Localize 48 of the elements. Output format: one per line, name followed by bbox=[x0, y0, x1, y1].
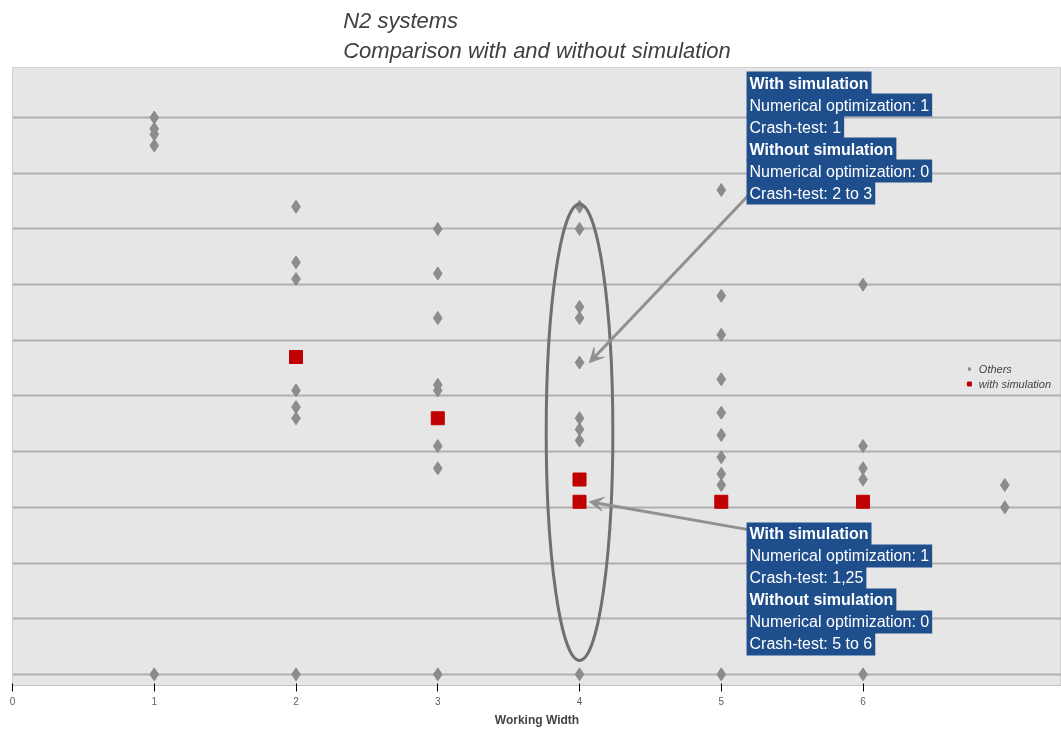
point bbox=[716, 450, 727, 465]
x-tick-label: 1 bbox=[151, 695, 158, 707]
point bbox=[430, 411, 445, 426]
point bbox=[574, 667, 585, 682]
x-tick-label: 4 bbox=[576, 695, 583, 707]
x-axis-title: Working Width bbox=[494, 712, 580, 727]
point bbox=[432, 667, 443, 682]
point bbox=[574, 411, 585, 426]
annotation: With simulation Numerical optimization: 1 Crash-test: 1,25 Without simulation Numerical optimization: 0 Crash-test: 5 to 6 bbox=[749, 525, 930, 653]
point bbox=[716, 667, 727, 682]
point bbox=[432, 311, 443, 326]
point bbox=[574, 311, 585, 326]
point bbox=[574, 221, 585, 236]
point bbox=[572, 472, 587, 487]
point bbox=[574, 433, 585, 448]
point bbox=[716, 372, 727, 387]
point bbox=[574, 422, 585, 437]
point bbox=[999, 478, 1010, 493]
point bbox=[574, 299, 585, 314]
point bbox=[149, 667, 160, 682]
point bbox=[716, 327, 727, 342]
point bbox=[432, 439, 443, 454]
point bbox=[716, 405, 727, 420]
x-tick-label: 0 bbox=[9, 695, 16, 707]
point bbox=[856, 494, 871, 509]
point bbox=[432, 221, 443, 236]
point bbox=[999, 500, 1010, 515]
point bbox=[149, 138, 160, 153]
legend-label: with simulation bbox=[978, 377, 1051, 390]
point bbox=[714, 494, 729, 509]
x-tick-label: 5 bbox=[718, 695, 725, 707]
chart-title: N2 systems Comparison with and without simulation bbox=[343, 7, 731, 63]
x-tick-label: 2 bbox=[293, 695, 300, 707]
point bbox=[716, 288, 727, 303]
x-tick-label: 6 bbox=[860, 695, 867, 707]
legend-label: Others bbox=[978, 362, 1012, 375]
point bbox=[289, 350, 304, 365]
point bbox=[149, 110, 160, 125]
point bbox=[572, 494, 587, 509]
point bbox=[716, 427, 727, 442]
point bbox=[716, 466, 727, 481]
point bbox=[432, 461, 443, 476]
point bbox=[716, 478, 727, 493]
annotation: With simulation Numerical optimization: 1 Crash-test: 1 Without simulation Numerical optimization: 0 Crash-test: 2 to 3 bbox=[749, 74, 930, 202]
x-tick-label: 3 bbox=[434, 695, 441, 707]
point bbox=[716, 182, 727, 197]
point bbox=[574, 355, 585, 370]
point bbox=[432, 266, 443, 281]
